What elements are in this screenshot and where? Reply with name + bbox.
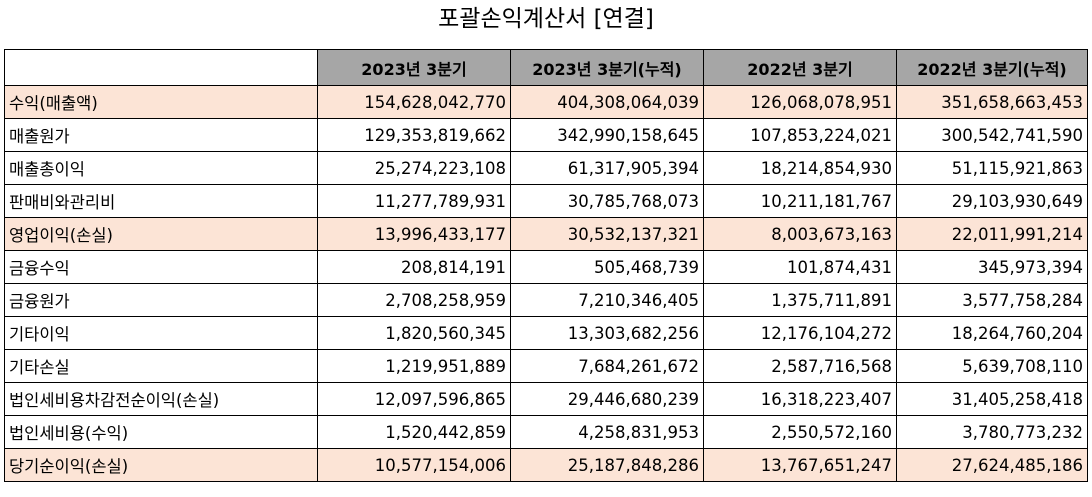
value-cell: 2,708,258,959 bbox=[317, 283, 511, 317]
value-cell: 101,874,431 bbox=[703, 250, 897, 284]
table-row: 기타이익 1,820,560,345 13,303,682,256 12,176,10… bbox=[4, 316, 1088, 350]
value-cell: 1,375,711,891 bbox=[703, 283, 897, 317]
table-row: 매출원가 129,353,819,662 342,990,158,645 107,85… bbox=[4, 118, 1088, 152]
page-title: 포괄손익계산서 [연결] bbox=[438, 6, 654, 32]
row-label: 매출원가 bbox=[4, 118, 318, 152]
income-statement-table: 2023년 3분기 2023년 3분기(누적) 2022년 3분기 2022년 … bbox=[4, 49, 1088, 482]
table-body: 수익(매출액) 154,628,042,770 404,308,064,039 126… bbox=[4, 85, 1088, 482]
row-label: 당기순이익(손실) bbox=[4, 448, 318, 482]
value-cell: 351,658,663,453 bbox=[896, 85, 1088, 119]
value-cell: 61,317,905,394 bbox=[510, 151, 704, 185]
value-cell: 29,103,930,649 bbox=[896, 184, 1088, 218]
value-cell: 22,011,991,214 bbox=[896, 217, 1088, 251]
row-label: 금융수익 bbox=[4, 250, 318, 284]
value-cell: 30,785,768,073 bbox=[510, 184, 704, 218]
value-cell: 126,068,078,951 bbox=[703, 85, 897, 119]
value-cell: 29,446,680,239 bbox=[510, 382, 704, 416]
value-cell: 7,210,346,405 bbox=[510, 283, 704, 317]
value-cell: 1,820,560,345 bbox=[317, 316, 511, 350]
table-row: 매출총이익 25,274,223,108 61,317,905,394 18,214,… bbox=[4, 151, 1088, 185]
value-cell: 3,577,758,284 bbox=[896, 283, 1088, 317]
value-cell: 51,115,921,863 bbox=[896, 151, 1088, 185]
value-cell: 5,639,708,110 bbox=[896, 349, 1088, 383]
row-label: 기타이익 bbox=[4, 316, 318, 350]
row-label: 판매비와관리비 bbox=[4, 184, 318, 218]
table-row: 법인세비용차감전순이익(손실) 12,097,596,865 29,446,680,… bbox=[4, 382, 1088, 416]
header-corner-cell bbox=[4, 49, 318, 86]
value-cell: 12,097,596,865 bbox=[317, 382, 511, 416]
value-cell: 12,176,104,272 bbox=[703, 316, 897, 350]
table-row: 금융원가 2,708,258,959 7,210,346,405 1,375,711,… bbox=[4, 283, 1088, 317]
value-cell: 18,264,760,204 bbox=[896, 316, 1088, 350]
value-cell: 30,532,137,321 bbox=[510, 217, 704, 251]
value-cell: 27,624,485,186 bbox=[896, 448, 1088, 482]
column-header: 2023년 3분기(누적) bbox=[510, 49, 704, 86]
table-row: 법인세비용(수익) 1,520,442,859 4,258,831,953 2,550… bbox=[4, 415, 1088, 449]
value-cell: 8,003,673,163 bbox=[703, 217, 897, 251]
value-cell: 7,684,261,672 bbox=[510, 349, 704, 383]
row-label: 금융원가 bbox=[4, 283, 318, 317]
value-cell: 208,814,191 bbox=[317, 250, 511, 284]
value-cell: 300,542,741,590 bbox=[896, 118, 1088, 152]
table-row: 당기순이익(손실) 10,577,154,006 25,187,848,286 13,… bbox=[4, 448, 1088, 482]
value-cell: 107,853,224,021 bbox=[703, 118, 897, 152]
value-cell: 129,353,819,662 bbox=[317, 118, 511, 152]
value-cell: 10,211,181,767 bbox=[703, 184, 897, 218]
value-cell: 342,990,158,645 bbox=[510, 118, 704, 152]
row-label: 법인세비용(수익) bbox=[4, 415, 318, 449]
value-cell: 13,767,651,247 bbox=[703, 448, 897, 482]
value-cell: 154,628,042,770 bbox=[317, 85, 511, 119]
value-cell: 13,303,682,256 bbox=[510, 316, 704, 350]
column-header: 2022년 3분기(누적) bbox=[896, 49, 1088, 86]
value-cell: 4,258,831,953 bbox=[510, 415, 704, 449]
row-label: 영업이익(손실) bbox=[4, 217, 318, 251]
value-cell: 13,996,433,177 bbox=[317, 217, 511, 251]
header-row: 2023년 3분기 2023년 3분기(누적) 2022년 3분기 2022년 … bbox=[4, 49, 1088, 86]
value-cell: 1,219,951,889 bbox=[317, 349, 511, 383]
value-cell: 404,308,064,039 bbox=[510, 85, 704, 119]
value-cell: 18,214,854,930 bbox=[703, 151, 897, 185]
value-cell: 25,187,848,286 bbox=[510, 448, 704, 482]
row-label: 수익(매출액) bbox=[4, 85, 318, 119]
table-row: 수익(매출액) 154,628,042,770 404,308,064,039 126… bbox=[4, 85, 1088, 119]
value-cell: 3,780,773,232 bbox=[896, 415, 1088, 449]
value-cell: 10,577,154,006 bbox=[317, 448, 511, 482]
value-cell: 16,318,223,407 bbox=[703, 382, 897, 416]
value-cell: 31,405,258,418 bbox=[896, 382, 1088, 416]
table-row: 기타손실 1,219,951,889 7,684,261,672 2,587,716,… bbox=[4, 349, 1088, 383]
row-label: 기타손실 bbox=[4, 349, 318, 383]
row-label: 매출총이익 bbox=[4, 151, 318, 185]
table-row: 영업이익(손실) 13,996,433,177 30,532,137,321 8,00… bbox=[4, 217, 1088, 251]
value-cell: 25,274,223,108 bbox=[317, 151, 511, 185]
value-cell: 11,277,789,931 bbox=[317, 184, 511, 218]
value-cell: 2,550,572,160 bbox=[703, 415, 897, 449]
value-cell: 505,468,739 bbox=[510, 250, 704, 284]
value-cell: 345,973,394 bbox=[896, 250, 1088, 284]
value-cell: 2,587,716,568 bbox=[703, 349, 897, 383]
table-row: 판매비와관리비 11,277,789,931 30,785,768,073 10,21… bbox=[4, 184, 1088, 218]
table-row: 금융수익 208,814,191 505,468,739 101,874,431 345… bbox=[4, 250, 1088, 284]
column-header: 2023년 3분기 bbox=[317, 49, 511, 86]
column-header: 2022년 3분기 bbox=[703, 49, 897, 86]
row-label: 법인세비용차감전순이익(손실) bbox=[4, 382, 318, 416]
value-cell: 1,520,442,859 bbox=[317, 415, 511, 449]
